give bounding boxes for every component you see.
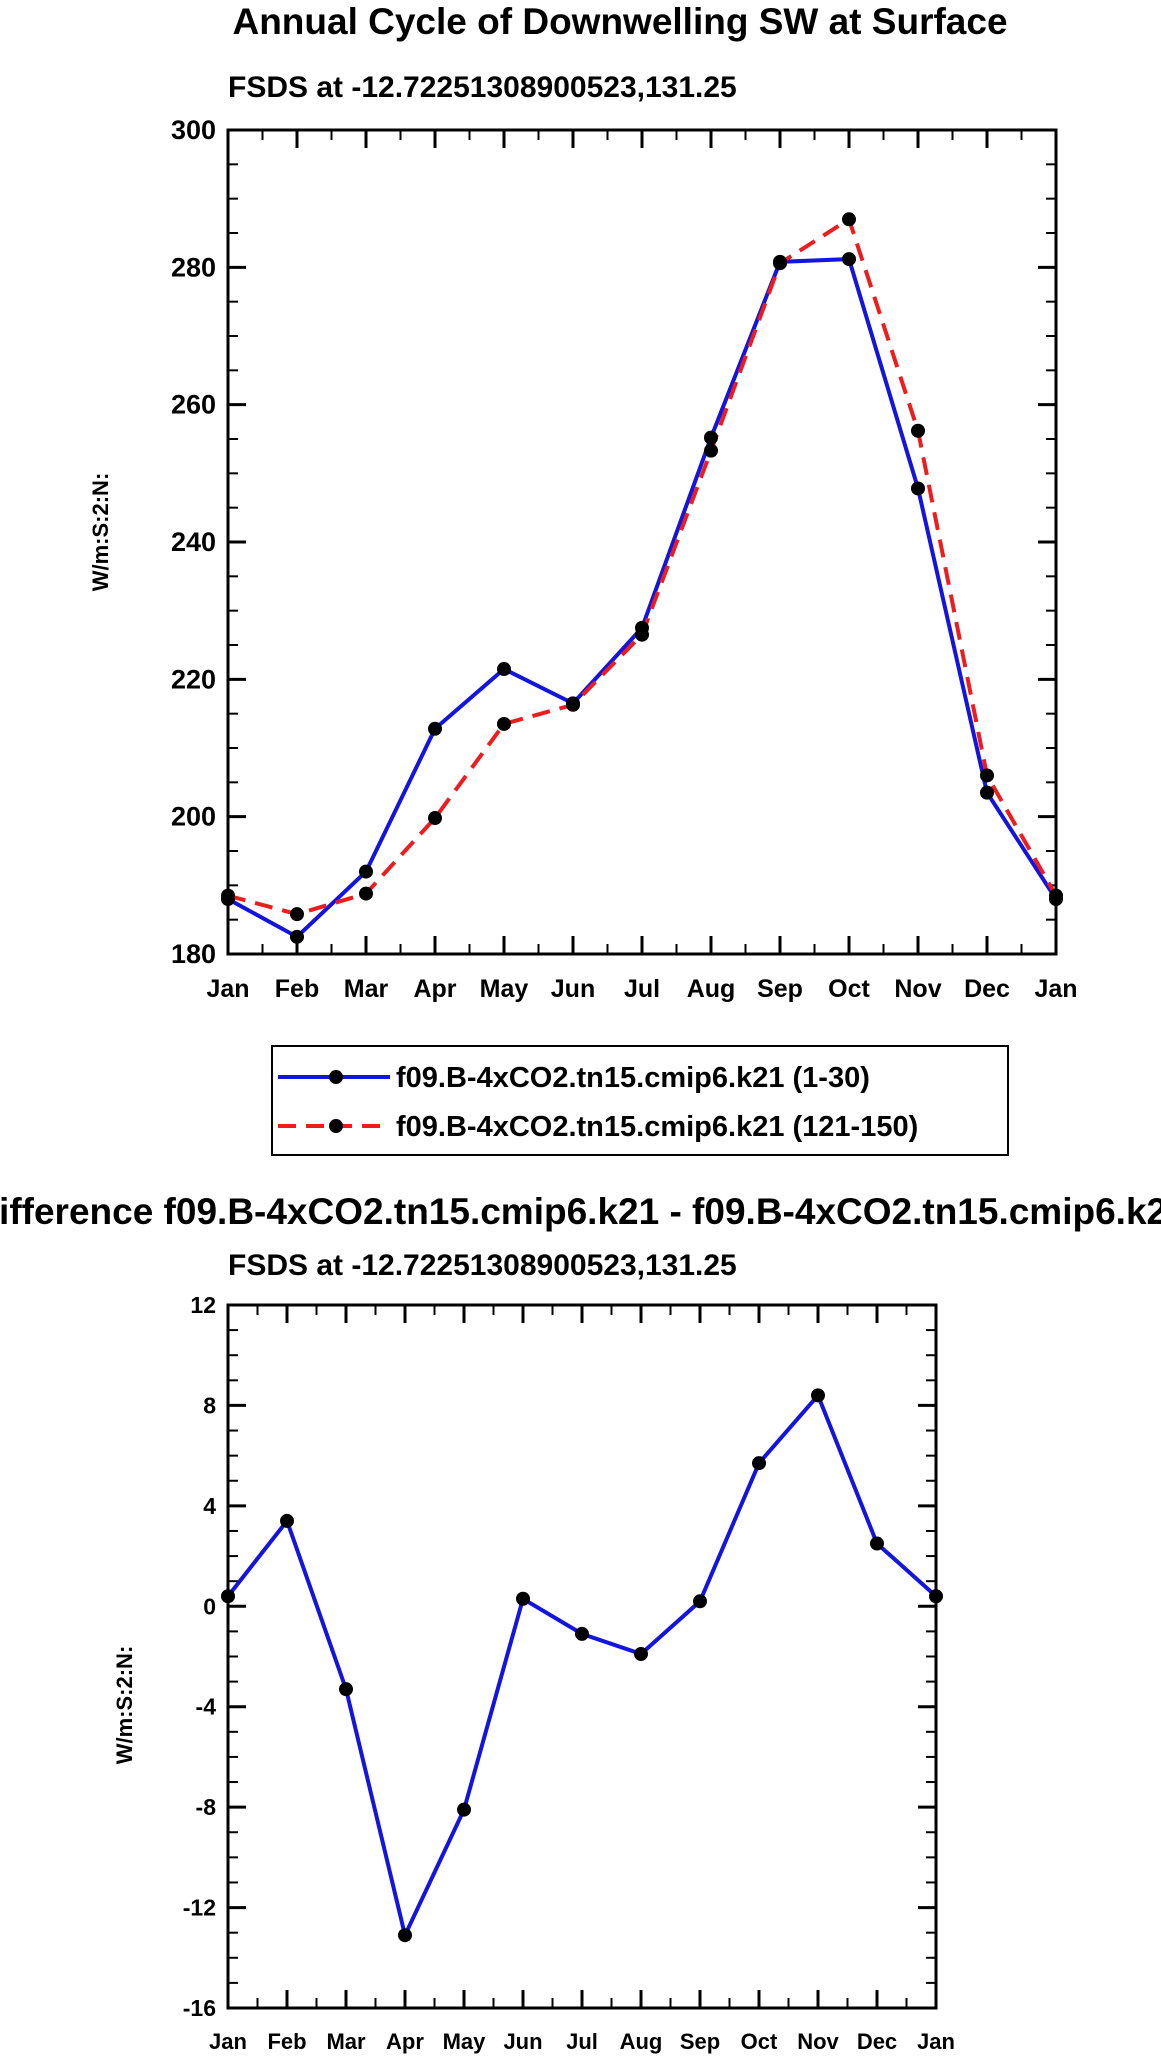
bottom-series-1-point — [929, 1589, 943, 1604]
bottom-x-tick-label: Aug — [620, 2029, 663, 2054]
top-x-tick-label: Jul — [624, 975, 660, 1003]
legend: f09.B-4xCO2.tn15.cmip6.k21 (1-30) f09.B-… — [271, 1045, 1009, 1156]
bottom-y-tick-label: -16 — [183, 1995, 216, 2021]
bottom-chart: Difference f09.B-4xCO2.tn15.cmip6.k21 - … — [0, 1191, 1161, 2054]
bottom-series-line-1 — [226, 1391, 938, 1942]
top-chart-subtitle: FSDS at -12.72251308900523,131.25 — [228, 71, 737, 104]
bottom-series-1-point — [693, 1594, 707, 1609]
bottom-x-tick-label: Apr — [386, 2029, 424, 2054]
top-series-2-point — [566, 697, 580, 712]
bottom-x-tick-label: Sep — [680, 2029, 720, 2054]
legend-label-series-1: f09.B-4xCO2.tn15.cmip6.k21 (1-30) — [396, 1062, 870, 1094]
top-series-1-point — [911, 481, 925, 496]
bottom-x-tick-label: Jul — [566, 2029, 598, 2054]
top-x-tick-label: Apr — [413, 975, 456, 1003]
top-series-2-point — [290, 907, 304, 922]
top-x-tick-label: Mar — [344, 975, 389, 1003]
bottom-x-tick-label: Jan — [917, 2029, 955, 2054]
bottom-series-1-point — [339, 1682, 353, 1697]
top-plot-area: Jan Feb Mar Apr May Jun Jul Aug Sep Oct Nov Dec Jan 1… — [171, 115, 1078, 1003]
top-series-2-point — [911, 423, 925, 438]
top-series-2-point — [635, 627, 649, 642]
top-series-2-point — [428, 811, 442, 826]
top-y-tick-label: 200 — [171, 802, 216, 832]
bottom-x-tick-label: May — [443, 2029, 487, 2054]
bottom-series-1-point — [516, 1591, 530, 1606]
bottom-y-tick-label: -12 — [183, 1895, 216, 1921]
bottom-series-1-point — [811, 1388, 825, 1403]
bottom-series-1-point — [752, 1456, 766, 1471]
legend-box — [271, 1045, 1009, 1156]
bottom-chart-title: Difference f09.B-4xCO2.tn15.cmip6.k21 - … — [0, 1191, 1161, 1232]
bottom-series-1-point — [870, 1536, 884, 1551]
legend-marker-series-2 — [329, 1119, 343, 1133]
top-series-2-point — [359, 886, 373, 901]
bottom-y-tick-label: 0 — [203, 1593, 216, 1619]
top-series-2-point — [1049, 888, 1063, 903]
top-series-1-point — [704, 430, 718, 445]
top-x-tick-label: Jan — [1034, 975, 1077, 1003]
top-chart-title: Annual Cycle of Downwelling SW at Surfac… — [232, 1, 1007, 42]
bottom-y-tick-label: -8 — [196, 1794, 217, 1820]
bottom-series-1-point — [634, 1646, 648, 1661]
top-series-2-point — [497, 716, 511, 731]
bottom-x-tick-label: Feb — [267, 2029, 306, 2054]
top-series-2-point — [704, 443, 718, 458]
bottom-series-1-point — [398, 1928, 412, 1943]
top-series-line-1 — [227, 257, 1058, 940]
top-series-2-point — [842, 212, 856, 227]
bottom-x-tick-label: Jan — [209, 2029, 247, 2054]
top-x-tick-label: Jan — [206, 975, 249, 1003]
top-y-tick-label: 260 — [171, 390, 216, 420]
bottom-x-tick-label: Oct — [741, 2029, 778, 2054]
top-y-tick-label: 300 — [171, 115, 216, 145]
top-series-1-point — [359, 864, 373, 879]
bottom-x-tick-label: Nov — [797, 2029, 839, 2054]
top-series-2-point — [980, 768, 994, 783]
bottom-series-1-point — [221, 1589, 235, 1604]
bottom-y-tick-label: 8 — [203, 1392, 216, 1418]
top-x-tick-label: May — [480, 975, 529, 1003]
legend-label-series-2: f09.B-4xCO2.tn15.cmip6.k21 (121-150) — [396, 1111, 918, 1143]
top-chart-y-axis-label: W/m:S:2:N: — [88, 473, 113, 592]
top-series-1-point — [842, 252, 856, 267]
bottom-y-tick-label: 12 — [190, 1292, 216, 1318]
top-x-tick-label: Jun — [551, 975, 595, 1003]
top-x-tick-label: Nov — [894, 975, 941, 1003]
bottom-y-tick-label: 4 — [203, 1493, 216, 1519]
top-x-tick-label: Aug — [687, 975, 736, 1003]
bottom-chart-y-axis-label: W/m:S:2:N: — [112, 1646, 137, 1765]
top-chart: Annual Cycle of Downwelling SW at Surfac… — [88, 1, 1078, 1156]
top-y-tick-label: 220 — [171, 664, 216, 694]
top-series-1-point — [428, 721, 442, 736]
bottom-series-1-point — [280, 1513, 294, 1528]
bottom-y-tick-label: -4 — [196, 1694, 217, 1720]
bottom-x-tick-label: Dec — [857, 2029, 897, 2054]
top-series-line-2 — [227, 216, 1058, 917]
top-y-tick-label: 180 — [171, 939, 216, 969]
top-series-1-point — [497, 662, 511, 677]
bottom-series-1-point — [457, 1802, 471, 1817]
top-series-2-point — [773, 256, 787, 271]
bottom-x-tick-label: Mar — [326, 2029, 366, 2054]
top-x-tick-label: Feb — [275, 975, 319, 1003]
bottom-chart-subtitle: FSDS at -12.72251308900523,131.25 — [228, 1249, 737, 1282]
bottom-x-tick-label: Jun — [503, 2029, 542, 2054]
top-x-tick-label: Sep — [757, 975, 803, 1003]
top-y-tick-label: 280 — [171, 252, 216, 282]
top-y-tick-label: 240 — [171, 527, 216, 557]
bottom-series-1-point — [575, 1626, 589, 1641]
top-series-1-point — [290, 929, 304, 944]
legend-marker-series-1 — [329, 1070, 343, 1084]
top-series-2-point — [221, 888, 235, 903]
top-x-tick-label: Dec — [964, 975, 1010, 1003]
top-series-1-point — [980, 785, 994, 800]
top-x-tick-label: Oct — [828, 975, 870, 1003]
bottom-plot-area: Jan Feb Mar Apr May Jun Jul Aug Sep Oct Nov Dec Jan -… — [183, 1292, 955, 2054]
